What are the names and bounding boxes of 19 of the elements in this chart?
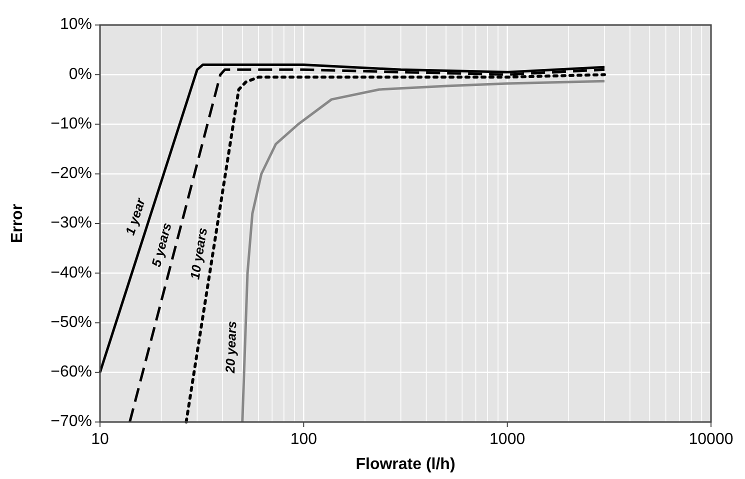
text: 1 year [122, 196, 148, 237]
y-tick-label: 10% [60, 16, 92, 34]
x-axis-title: Flowrate (l/h) [356, 456, 456, 473]
y-tick-label: −60% [50, 364, 92, 381]
x-tick-label: 10000 [688, 431, 734, 448]
y-tick-label: −50% [50, 314, 92, 331]
y-axis-title: Error [9, 204, 26, 244]
y-tick-label: 0% [68, 66, 92, 83]
y-tick-label: −40% [50, 264, 92, 282]
y-tick-label: −20% [50, 165, 92, 182]
y-tick-label: −30% [50, 214, 92, 232]
y-tick-label: −10% [50, 115, 92, 132]
text: 5 years [148, 221, 174, 268]
x-tick-label: 100 [290, 431, 318, 448]
y-tick-label: −70% [50, 413, 92, 430]
x-tick-label: 1000 [490, 431, 526, 448]
text: 10 years [187, 226, 210, 280]
x-tick-label: 10 [91, 431, 109, 448]
text: 20 years [222, 320, 240, 374]
